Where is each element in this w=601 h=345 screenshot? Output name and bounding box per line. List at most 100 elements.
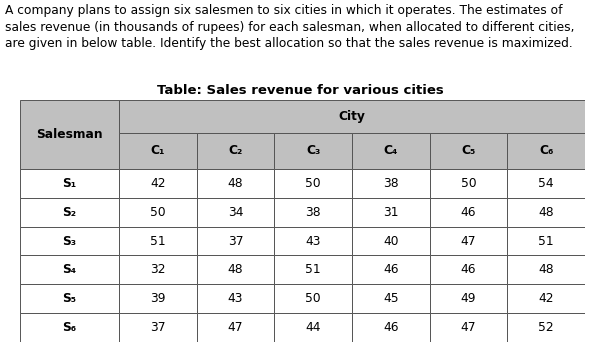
Text: 42: 42 (150, 177, 165, 190)
Bar (507, 133, 585, 169)
Bar (274, 133, 352, 169)
Text: 37: 37 (150, 321, 165, 334)
Bar (197, 169, 274, 198)
Text: City: City (338, 110, 365, 123)
Text: 48: 48 (538, 263, 554, 276)
Bar (430, 133, 507, 169)
Bar (430, 227, 507, 256)
Bar (119, 133, 197, 169)
Bar (119, 169, 197, 198)
Text: C₂: C₂ (228, 144, 243, 157)
Text: C₁: C₁ (150, 144, 165, 157)
Text: C₃: C₃ (306, 144, 320, 157)
Text: 46: 46 (383, 263, 398, 276)
Bar (507, 256, 585, 284)
Text: 46: 46 (383, 321, 398, 334)
Text: sales revenue (in thousands of rupees) for each salesman, when allocated to diff: sales revenue (in thousands of rupees) f… (5, 20, 575, 33)
Bar (430, 313, 507, 342)
Text: 47: 47 (228, 321, 243, 334)
Text: 47: 47 (461, 235, 476, 248)
Text: 34: 34 (228, 206, 243, 219)
Bar (507, 284, 585, 313)
Text: 51: 51 (538, 235, 554, 248)
Text: S₂: S₂ (63, 206, 76, 219)
Text: C₅: C₅ (462, 144, 475, 157)
Bar (274, 227, 352, 256)
Bar (507, 313, 585, 342)
Bar (507, 227, 585, 256)
Text: 42: 42 (538, 292, 554, 305)
Bar (430, 256, 507, 284)
Text: S₄: S₄ (63, 263, 76, 276)
Bar (507, 198, 585, 227)
Text: 48: 48 (228, 263, 243, 276)
Text: 54: 54 (538, 177, 554, 190)
Text: 48: 48 (228, 177, 243, 190)
Bar (119, 227, 197, 256)
Text: 50: 50 (305, 292, 321, 305)
Text: S₁: S₁ (63, 177, 76, 190)
Bar (430, 169, 507, 198)
Bar (20, 100, 119, 169)
Text: 52: 52 (538, 321, 554, 334)
Bar (197, 227, 274, 256)
Bar (20, 169, 119, 198)
Bar (352, 313, 430, 342)
Bar (274, 313, 352, 342)
Bar (20, 256, 119, 284)
Bar (197, 133, 274, 169)
Bar (20, 198, 119, 227)
Text: 38: 38 (383, 177, 398, 190)
Text: 50: 50 (305, 177, 321, 190)
Text: 47: 47 (461, 321, 476, 334)
Text: 51: 51 (150, 235, 165, 248)
Text: 48: 48 (538, 206, 554, 219)
Text: 32: 32 (150, 263, 165, 276)
Text: 49: 49 (461, 292, 476, 305)
Text: 51: 51 (305, 263, 321, 276)
Text: 40: 40 (383, 235, 398, 248)
Bar (352, 198, 430, 227)
Text: 46: 46 (461, 263, 476, 276)
Bar (119, 313, 197, 342)
Bar (352, 227, 430, 256)
Bar (430, 284, 507, 313)
Bar (352, 284, 430, 313)
Text: 50: 50 (460, 177, 476, 190)
Bar (274, 256, 352, 284)
Bar (119, 284, 197, 313)
Bar (119, 198, 197, 227)
Text: 46: 46 (461, 206, 476, 219)
Text: S₆: S₆ (63, 321, 76, 334)
Text: 43: 43 (228, 292, 243, 305)
Text: 39: 39 (150, 292, 165, 305)
Bar (119, 100, 585, 133)
Bar (430, 198, 507, 227)
Text: Salesman: Salesman (36, 128, 103, 141)
Text: 37: 37 (228, 235, 243, 248)
Text: S₅: S₅ (63, 292, 76, 305)
Bar (20, 284, 119, 313)
Bar (352, 169, 430, 198)
Text: 50: 50 (150, 206, 165, 219)
Bar (352, 133, 430, 169)
Text: Table: Sales revenue for various cities: Table: Sales revenue for various cities (157, 84, 444, 97)
Bar (197, 198, 274, 227)
Text: 38: 38 (305, 206, 321, 219)
Bar (20, 227, 119, 256)
Bar (20, 313, 119, 342)
Bar (197, 256, 274, 284)
Text: S₃: S₃ (63, 235, 76, 248)
Bar (352, 256, 430, 284)
Text: 31: 31 (383, 206, 398, 219)
Text: C₆: C₆ (539, 144, 554, 157)
Text: A company plans to assign six salesmen to six cities in which it operates. The e: A company plans to assign six salesmen t… (5, 4, 563, 17)
Bar (197, 284, 274, 313)
Bar (274, 198, 352, 227)
Bar (274, 169, 352, 198)
Bar (507, 169, 585, 198)
Text: are given in below table. Identify the best allocation so that the sales revenue: are given in below table. Identify the b… (5, 37, 573, 50)
Bar (119, 256, 197, 284)
Text: 43: 43 (305, 235, 321, 248)
Text: 45: 45 (383, 292, 398, 305)
